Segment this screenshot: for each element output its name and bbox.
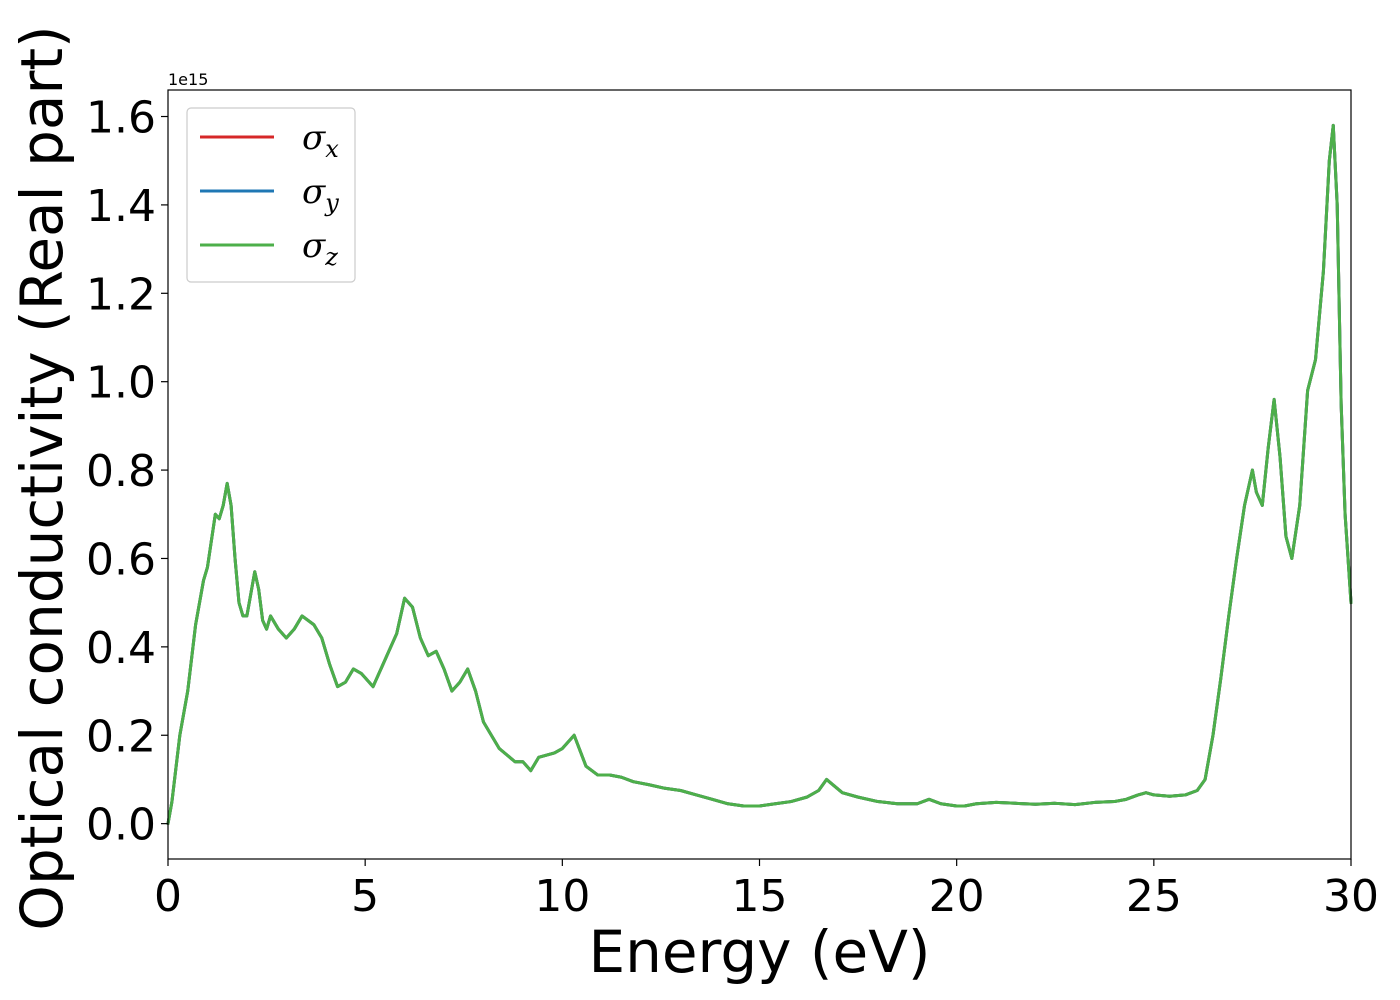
x-axis-title: Energy (eV) bbox=[588, 918, 930, 986]
x-tick-label: 25 bbox=[1126, 871, 1182, 922]
x-tick-label: 5 bbox=[351, 871, 379, 922]
series-layer bbox=[166, 123, 1353, 826]
y-offset-label: 1e15 bbox=[168, 70, 208, 89]
x-axis-ticks: 0 5 10 15 20 25 30 bbox=[154, 859, 1379, 922]
x-tick-label: 0 bbox=[154, 871, 182, 922]
legend-label: σx bbox=[302, 118, 339, 163]
y-tick-label: 0.8 bbox=[86, 446, 156, 497]
x-tick-label: 15 bbox=[732, 871, 788, 922]
y-tick-label: 1.6 bbox=[86, 93, 156, 144]
x-tick-label: 20 bbox=[929, 871, 985, 922]
legend-box bbox=[186, 107, 356, 283]
y-tick-label: 0.2 bbox=[86, 711, 156, 762]
y-axis-title: Optical conductivity (Real part) bbox=[8, 25, 76, 930]
y-tick-label: 1.2 bbox=[86, 269, 156, 320]
x-tick-label: 30 bbox=[1323, 871, 1379, 922]
y-tick-label: 0.6 bbox=[86, 534, 156, 585]
series-line-sigma-z bbox=[166, 123, 1353, 826]
plot-background bbox=[168, 90, 1351, 859]
y-tick-label: 0.4 bbox=[86, 623, 156, 674]
legend-label: σz bbox=[302, 226, 338, 271]
y-tick-label: 1.0 bbox=[86, 358, 156, 409]
y-axis-ticks: 0.0 0.2 0.4 0.6 0.8 1.0 1.2 1.4 1.6 bbox=[86, 93, 168, 851]
x-tick-label: 10 bbox=[534, 871, 590, 922]
legend-label: σy bbox=[302, 172, 339, 217]
y-tick-label: 0.0 bbox=[86, 800, 156, 851]
y-tick-label: 1.4 bbox=[86, 181, 156, 232]
legend: σx σy σz bbox=[186, 107, 356, 283]
